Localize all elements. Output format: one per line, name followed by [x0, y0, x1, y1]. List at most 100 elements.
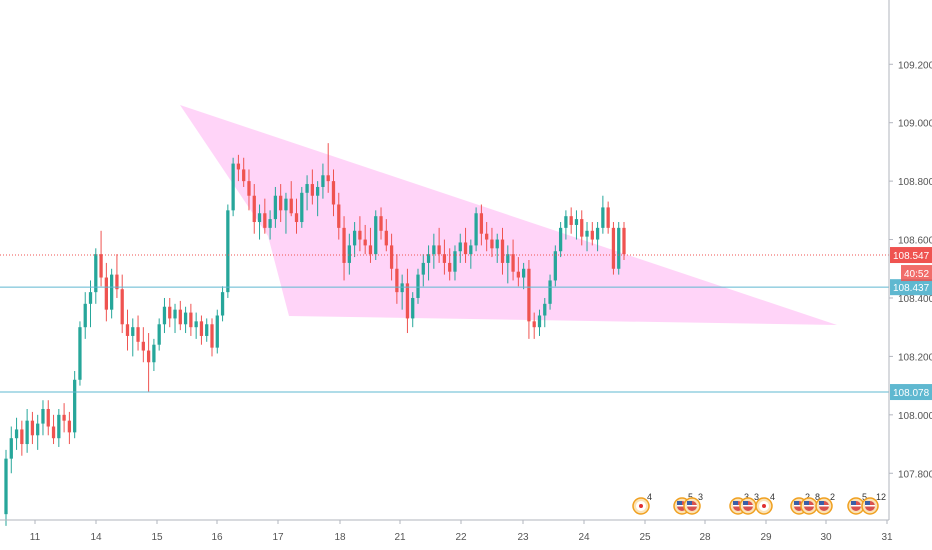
- candle-body: [358, 230, 362, 240]
- candle-body: [131, 327, 135, 336]
- candle-body: [331, 181, 336, 205]
- price-tick-label: 108.800: [898, 177, 932, 188]
- candle-body: [189, 312, 193, 328]
- candle-body: [374, 216, 378, 255]
- candle-body: [178, 309, 182, 325]
- candle-body: [294, 213, 299, 223]
- candle-body: [46, 408, 50, 427]
- usa-flag-canton: [794, 501, 799, 505]
- candle-body: [617, 227, 621, 269]
- candle-body: [611, 227, 616, 269]
- candle-body: [125, 324, 130, 336]
- candle-body: [389, 245, 394, 269]
- candle-body: [120, 289, 124, 325]
- time-tick-label: 22: [455, 532, 467, 543]
- candle-body: [522, 268, 526, 278]
- candle-body: [379, 216, 383, 231]
- candle-body: [463, 242, 468, 255]
- level-label-bg: [890, 384, 932, 401]
- candle-body: [432, 245, 436, 255]
- level-label-bg: [890, 247, 932, 264]
- event-count: 5: [862, 492, 867, 502]
- price-axis[interactable]: 109.200 109.000 108.800 108.600 108.400 108.2…: [889, 60, 932, 480]
- candle-body: [247, 181, 251, 196]
- time-tick-label: 29: [760, 532, 772, 543]
- candle-body: [516, 271, 520, 278]
- japan-flag-dot: [762, 504, 766, 508]
- event-count: 4: [647, 492, 652, 502]
- level-label: 108.078: [893, 388, 930, 399]
- candle-body: [152, 344, 156, 363]
- candle-body: [469, 245, 473, 255]
- usa-flag-canton: [804, 501, 809, 505]
- candle-body: [448, 262, 452, 272]
- event-count: 12: [876, 492, 886, 502]
- candle-body: [157, 324, 161, 345]
- price-tick-label: 108.000: [898, 411, 932, 422]
- candle-body: [236, 163, 241, 170]
- candlestick-series: [4, 143, 626, 526]
- event-count: 8: [815, 492, 820, 502]
- candle-body: [500, 239, 505, 263]
- candle-body: [310, 184, 314, 196]
- candle-body: [279, 195, 283, 211]
- candle-body: [252, 195, 256, 223]
- usa-flag-stripe: [687, 505, 697, 507]
- candle-body: [384, 230, 388, 246]
- candle-body: [20, 429, 24, 445]
- candle-body: [289, 198, 293, 214]
- price-tick-label: 109.000: [898, 119, 932, 130]
- candle-body: [4, 458, 8, 515]
- time-tick-label: 28: [699, 532, 711, 543]
- candle-body: [326, 175, 330, 182]
- candle-body: [263, 213, 267, 228]
- candle-body: [352, 230, 357, 246]
- level-label: 108.437: [893, 283, 930, 294]
- candle-body: [168, 306, 172, 319]
- candle-body: [479, 213, 484, 234]
- candle-body: [606, 207, 610, 228]
- time-tick-label: 15: [151, 532, 163, 543]
- candle-body: [173, 309, 177, 319]
- candle-body: [595, 227, 600, 240]
- candle-body: [511, 254, 515, 272]
- candle-body: [543, 303, 547, 316]
- candle-body: [363, 239, 367, 246]
- price-tick-label: 109.200: [898, 60, 932, 71]
- candle-body: [220, 292, 225, 316]
- time-tick-label: 31: [881, 532, 893, 543]
- candle-body: [590, 230, 594, 240]
- usa-flag-stripe: [733, 505, 743, 507]
- candle-body: [442, 254, 447, 263]
- time-tick-label: 17: [272, 532, 284, 543]
- candle-body: [51, 426, 56, 439]
- candle-body: [205, 324, 209, 336]
- candle-body: [421, 262, 425, 275]
- candle-body: [73, 379, 77, 433]
- candle-body: [337, 204, 341, 228]
- time-tick-label: 21: [394, 532, 406, 543]
- countdown-label: 40:52: [904, 269, 929, 280]
- time-axis[interactable]: 11 14 15 16 17 18 21 22 23 24 25 28 29 30 31: [30, 520, 893, 543]
- candle-body: [268, 219, 272, 228]
- candle-body: [416, 274, 420, 298]
- price-tick-label: 108.600: [898, 236, 932, 247]
- usa-flag-stripe: [677, 505, 687, 507]
- candle-body: [458, 242, 462, 252]
- price-tick-label: 107.800: [898, 469, 932, 480]
- falling-wedge-pattern[interactable]: [180, 105, 837, 325]
- level-label-bg: [890, 279, 932, 296]
- candle-body: [564, 216, 568, 228]
- candle-body: [78, 327, 82, 380]
- time-tick-label: 30: [820, 532, 832, 543]
- candle-body: [257, 213, 262, 223]
- time-tick-label: 16: [211, 532, 223, 543]
- candle-body: [569, 216, 573, 225]
- candle-body: [146, 350, 151, 363]
- candle-body: [83, 303, 87, 328]
- price-labels: 108.437 108.078 108.547 40:52: [890, 247, 932, 401]
- candle-body: [284, 198, 288, 211]
- candle-body: [162, 306, 167, 325]
- candle-body: [490, 239, 494, 249]
